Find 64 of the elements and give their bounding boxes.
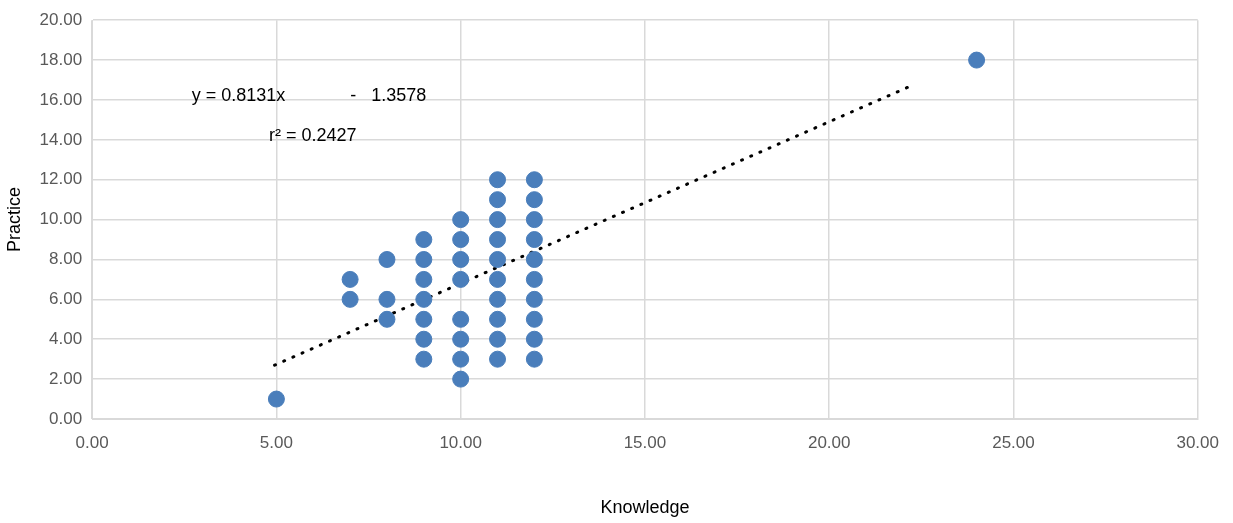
annotation: y = 0.8131x - 1.3578 <box>191 84 427 105</box>
point <box>341 290 359 308</box>
y-axis-title: Practice <box>3 187 24 253</box>
point <box>415 330 433 348</box>
point <box>341 270 359 288</box>
point <box>378 310 396 328</box>
x-tick-label: 0.00 <box>75 432 109 452</box>
point <box>489 171 507 189</box>
y-tick-label: 10.00 <box>39 209 83 229</box>
point <box>415 310 433 328</box>
point <box>415 250 433 268</box>
point <box>489 191 507 209</box>
point <box>525 270 543 288</box>
point <box>525 330 543 348</box>
point <box>378 290 396 308</box>
point <box>452 211 470 229</box>
point <box>525 171 543 189</box>
y-tick-label: 8.00 <box>49 249 83 269</box>
point <box>489 270 507 288</box>
x-tick-label: 30.00 <box>1176 432 1219 452</box>
point <box>525 290 543 308</box>
point <box>452 370 470 388</box>
y-tick-label: 16.00 <box>39 89 83 109</box>
y-tick-label: 20.00 <box>39 9 83 29</box>
point <box>525 231 543 249</box>
y-tick-label: 12.00 <box>39 169 83 189</box>
point <box>968 51 986 69</box>
y-tick-label: 6.00 <box>49 289 83 309</box>
point <box>415 290 433 308</box>
x-tick-label: 5.00 <box>259 432 293 452</box>
y-tick-label: 2.00 <box>49 368 83 388</box>
point <box>525 211 543 229</box>
annotation: r² = 0.2427 <box>269 124 357 145</box>
x-tick-label: 20.00 <box>807 432 851 452</box>
point <box>525 310 543 328</box>
point <box>452 231 470 249</box>
x-axis-title: Knowledge <box>600 497 690 518</box>
point <box>415 270 433 288</box>
point <box>452 350 470 368</box>
point <box>452 250 470 268</box>
point <box>489 231 507 249</box>
point <box>525 191 543 209</box>
y-tick-label: 4.00 <box>49 328 83 348</box>
point <box>452 330 470 348</box>
y-tick-label: 18.00 <box>39 49 83 69</box>
x-tick-label: 10.00 <box>439 432 482 452</box>
x-tick-label: 15.00 <box>623 432 667 452</box>
x-tick-label: 25.00 <box>992 432 1035 452</box>
point <box>415 350 433 368</box>
point <box>489 250 507 268</box>
point <box>489 310 507 328</box>
point <box>489 290 507 308</box>
point <box>489 350 507 368</box>
point <box>489 330 507 348</box>
point <box>267 390 285 408</box>
point <box>489 211 507 229</box>
y-tick-label: 0.00 <box>49 408 83 428</box>
point <box>525 350 543 368</box>
point <box>378 250 396 268</box>
point <box>525 250 543 268</box>
y-tick-label: 14.00 <box>39 129 83 149</box>
point <box>452 270 470 288</box>
point <box>452 310 470 328</box>
point <box>415 231 433 249</box>
